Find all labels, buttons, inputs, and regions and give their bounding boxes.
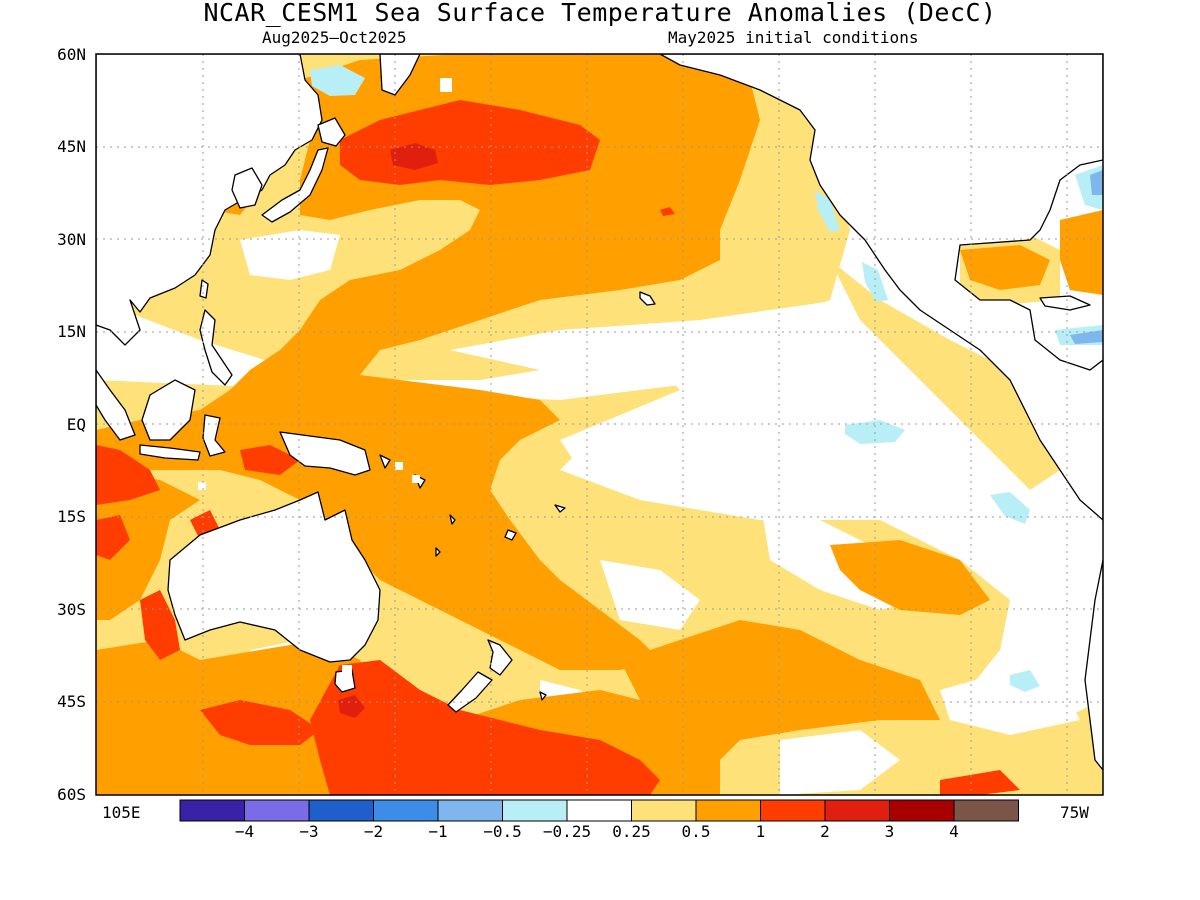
- hawaii-land: [639, 291, 656, 306]
- colorbar-swatch: [179, 799, 245, 822]
- colorbar-swatch: [244, 799, 310, 822]
- hokkaido-land: [317, 117, 346, 147]
- colorbar-swatch: [437, 799, 503, 822]
- colorbar-swatch: [308, 799, 374, 822]
- lat-label-45n: 45N: [57, 137, 86, 156]
- lat-label-15n: 15N: [57, 322, 86, 341]
- anomaly-2-regions: [338, 143, 438, 718]
- korea-land: [231, 167, 263, 209]
- kamchatka-land: [379, 54, 421, 96]
- cuba-land: [1039, 295, 1091, 311]
- java-land: [139, 444, 201, 461]
- colorbar-label: 0.5: [681, 822, 711, 841]
- gridlines: [96, 54, 1103, 795]
- north-america-land: [659, 54, 1103, 521]
- lat-label-15s: 15S: [57, 507, 86, 526]
- sumatra-land: [96, 369, 136, 441]
- anomaly-neg-0.25-regions: [310, 65, 1103, 692]
- colorbar-label: −2: [363, 822, 384, 841]
- colorbar-label: −0.25: [542, 822, 592, 841]
- lat-label-60n: 60N: [57, 45, 86, 64]
- colorbar: [179, 799, 1019, 822]
- map-field: [96, 54, 1103, 795]
- lon-label-105e: 105E: [102, 803, 141, 822]
- colorbar-swatch: [631, 799, 697, 822]
- colorbar-swatch: [566, 799, 632, 822]
- anomaly-neg-0.5-regions: [1070, 170, 1103, 344]
- colorbar-label: 4: [949, 822, 959, 841]
- taiwan-land: [199, 279, 209, 299]
- anomaly-neutral-regions: [240, 230, 1080, 795]
- japan-land: [261, 147, 329, 223]
- colorbar-swatch: [824, 799, 890, 822]
- colorbar-swatch: [373, 799, 439, 822]
- colorbar-label: 2: [820, 822, 830, 841]
- colorbar-label: 0.25: [612, 822, 651, 841]
- sulawesi-land: [202, 414, 226, 457]
- colorbar-label: 3: [884, 822, 895, 841]
- new-zealand-north-island: [487, 639, 513, 676]
- colorbar-swatch: [695, 799, 761, 822]
- australia-land: [167, 491, 381, 663]
- colorbar-label: −4: [234, 822, 255, 841]
- colorbar-label: −1: [428, 822, 448, 841]
- lat-label-30n: 30N: [57, 230, 86, 249]
- south-america-land: [1084, 559, 1103, 771]
- colorbar-label: 1: [755, 822, 766, 841]
- colorbar-swatch: [953, 799, 1019, 822]
- new-zealand-south-island: [447, 671, 493, 713]
- new-guinea-land: [279, 431, 371, 476]
- colorbar-swatch: [760, 799, 826, 822]
- colorbar-label: −0.5: [483, 822, 522, 841]
- initial-conditions: May2025 initial conditions: [668, 28, 919, 47]
- philippines-land: [199, 309, 233, 386]
- borneo-land: [141, 379, 196, 441]
- missing-data-cells: [198, 78, 452, 679]
- forecast-period: Aug2025—Oct2025: [262, 28, 407, 47]
- colorbar-swatch: [889, 799, 955, 822]
- lon-label-75w: 75W: [1060, 803, 1089, 822]
- lat-label-45s: 45S: [57, 692, 86, 711]
- map-title: NCAR_CESM1 Sea Surface Temperature Anoma…: [203, 0, 997, 27]
- coastlines: [96, 54, 1103, 771]
- colorbar-swatch: [502, 799, 568, 822]
- asia-mainland: [96, 54, 323, 346]
- lat-label-eq: EQ: [66, 415, 86, 434]
- colorbar-label: −3: [299, 822, 319, 841]
- lat-label-30s: 30S: [57, 600, 86, 619]
- lat-label-60s: 60S: [57, 785, 86, 804]
- map-frame: [95, 53, 1104, 796]
